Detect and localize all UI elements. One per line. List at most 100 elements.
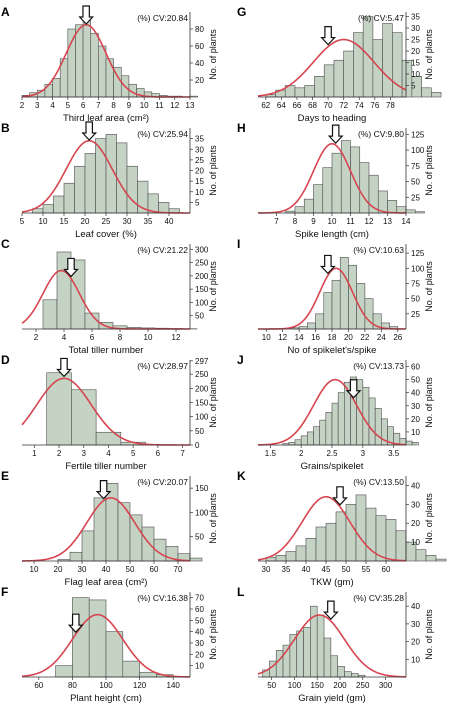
cv-label: (%) CV:13.50	[353, 477, 404, 487]
histogram-bar	[52, 78, 61, 98]
panel-letter: B	[1, 121, 10, 135]
y-tick-label: 300	[195, 245, 209, 254]
histogram-bar	[300, 435, 308, 446]
x-tick-label: 11	[346, 217, 355, 226]
panel-letter: A	[1, 5, 10, 19]
y-tick-label: 70	[195, 594, 204, 603]
y-tick-label: 40	[195, 628, 204, 637]
x-axis-label: No of spikelet's/spike	[288, 345, 377, 356]
x-tick-label: 250	[356, 681, 370, 690]
histogram-bar	[333, 59, 344, 98]
histogram-bar	[294, 439, 302, 446]
y-tick-label: 10	[411, 538, 420, 547]
x-tick-label: 50	[126, 565, 135, 574]
x-tick-label: 120	[133, 681, 147, 690]
histogram-bar	[42, 299, 58, 330]
x-tick-label: 70	[174, 565, 183, 574]
x-tick-label: 60	[150, 565, 159, 574]
panel-letter: D	[1, 353, 10, 367]
x-tick-label: 5	[131, 449, 136, 458]
x-tick-label: 76	[370, 101, 379, 110]
cv-label: (%) CV:13.73	[353, 361, 404, 371]
x-tick-label: 74	[355, 101, 364, 110]
histogram-bar	[74, 165, 86, 214]
y-tick-label: 25	[195, 156, 204, 165]
x-tick-label: 3	[82, 449, 87, 458]
x-tick-label: 6	[156, 449, 161, 458]
histogram-bar	[72, 597, 90, 678]
histogram-bar	[405, 209, 416, 214]
histogram-bar	[105, 631, 124, 678]
x-tick-label: 11	[155, 101, 164, 110]
x-tick-label: 4	[50, 101, 55, 110]
x-axis-label: Fertile tiller number	[65, 461, 146, 472]
y-tick-label: 10	[411, 70, 420, 79]
mean-arrow	[332, 486, 348, 506]
histogram-bar	[325, 412, 333, 446]
x-tick-label: 40	[102, 565, 111, 574]
histogram-bar	[71, 389, 97, 446]
x-tick-label: 16	[311, 333, 320, 342]
x-tick-label: 8	[111, 101, 116, 110]
y-tick-label: 60	[195, 605, 204, 614]
x-tick-label: 50	[267, 681, 276, 690]
x-tick-label: 60	[382, 565, 391, 574]
panel-h: H 7 8 9 10 11 12 13 14 25 50 75 100 125 Spike length (…	[237, 121, 434, 240]
histogram-bar	[84, 153, 96, 214]
y-tick-label: 30	[411, 24, 420, 33]
y-axis-label: No. of plants	[208, 261, 218, 312]
histogram-bar	[356, 283, 366, 330]
histogram-bar	[344, 671, 352, 678]
histogram-bar	[316, 614, 325, 678]
y-tick-label: 15	[411, 59, 420, 68]
y-axis-label: No. of plants	[424, 493, 434, 544]
x-tick-label: 2	[34, 333, 39, 342]
normal-curve	[257, 378, 407, 446]
histogram-bar	[396, 206, 407, 214]
histogram-bar	[189, 95, 198, 98]
mean-arrow	[56, 357, 72, 378]
histogram-bar	[415, 549, 427, 562]
y-tick-label: 0	[195, 441, 200, 450]
y-tick-label: 250	[195, 259, 209, 268]
y-tick-label: 20	[411, 638, 420, 647]
y-tick-label: 30	[411, 402, 420, 411]
histogram-bar	[425, 555, 437, 562]
mean-arrow	[320, 254, 336, 275]
histogram-bar	[323, 64, 335, 98]
y-axis-label: No. of plants	[424, 29, 434, 80]
y-tick-label: 35	[411, 13, 420, 22]
histogram-bar	[414, 211, 425, 214]
x-tick-label: 6	[90, 333, 95, 342]
x-axis-label: Spike length (cm)	[295, 229, 369, 240]
y-tick-label: 50	[195, 427, 204, 436]
x-tick-label: 13	[186, 101, 195, 110]
y-axis-label: No. of plants	[424, 145, 434, 196]
histogram-bar	[116, 142, 128, 214]
y-tick-label: 200	[195, 272, 209, 281]
histogram-bar	[405, 440, 413, 446]
x-tick-label: 150	[311, 681, 325, 690]
histogram-bar	[331, 280, 341, 330]
x-tick-label: 26	[393, 333, 402, 342]
x-axis-label: Leaf cover (%)	[75, 229, 137, 240]
panel-k: K 30 35 40 45 50 55 60 10 20 30 40 TKW (gm) No. of pl…	[237, 469, 447, 588]
histogram-bar	[307, 431, 314, 446]
histogram-bar	[275, 650, 284, 678]
panel-l: L 50 100 150 200 250 300 10 20 30 40 Grain yield (g…	[237, 585, 434, 704]
y-tick-label: 40	[411, 602, 420, 611]
cv-label: (%) CV:5.47	[358, 13, 404, 23]
y-tick-label: 50	[195, 312, 204, 321]
x-tick-label: 45	[322, 565, 331, 574]
y-tick-label: 35	[195, 135, 204, 144]
x-tick-label: 20	[54, 565, 63, 574]
histogram-bar	[285, 551, 297, 562]
mean-arrow	[63, 257, 79, 278]
histogram-bar	[129, 514, 143, 562]
x-tick-label: 62	[261, 101, 270, 110]
panel-j: J 1.5 2 2.5 3 3.5 10 20 30 40 50 60 Grains/spikelet N…	[237, 353, 434, 472]
histogram-bar	[275, 555, 287, 562]
histogram-bar	[53, 195, 65, 214]
histogram-bar	[355, 494, 367, 562]
